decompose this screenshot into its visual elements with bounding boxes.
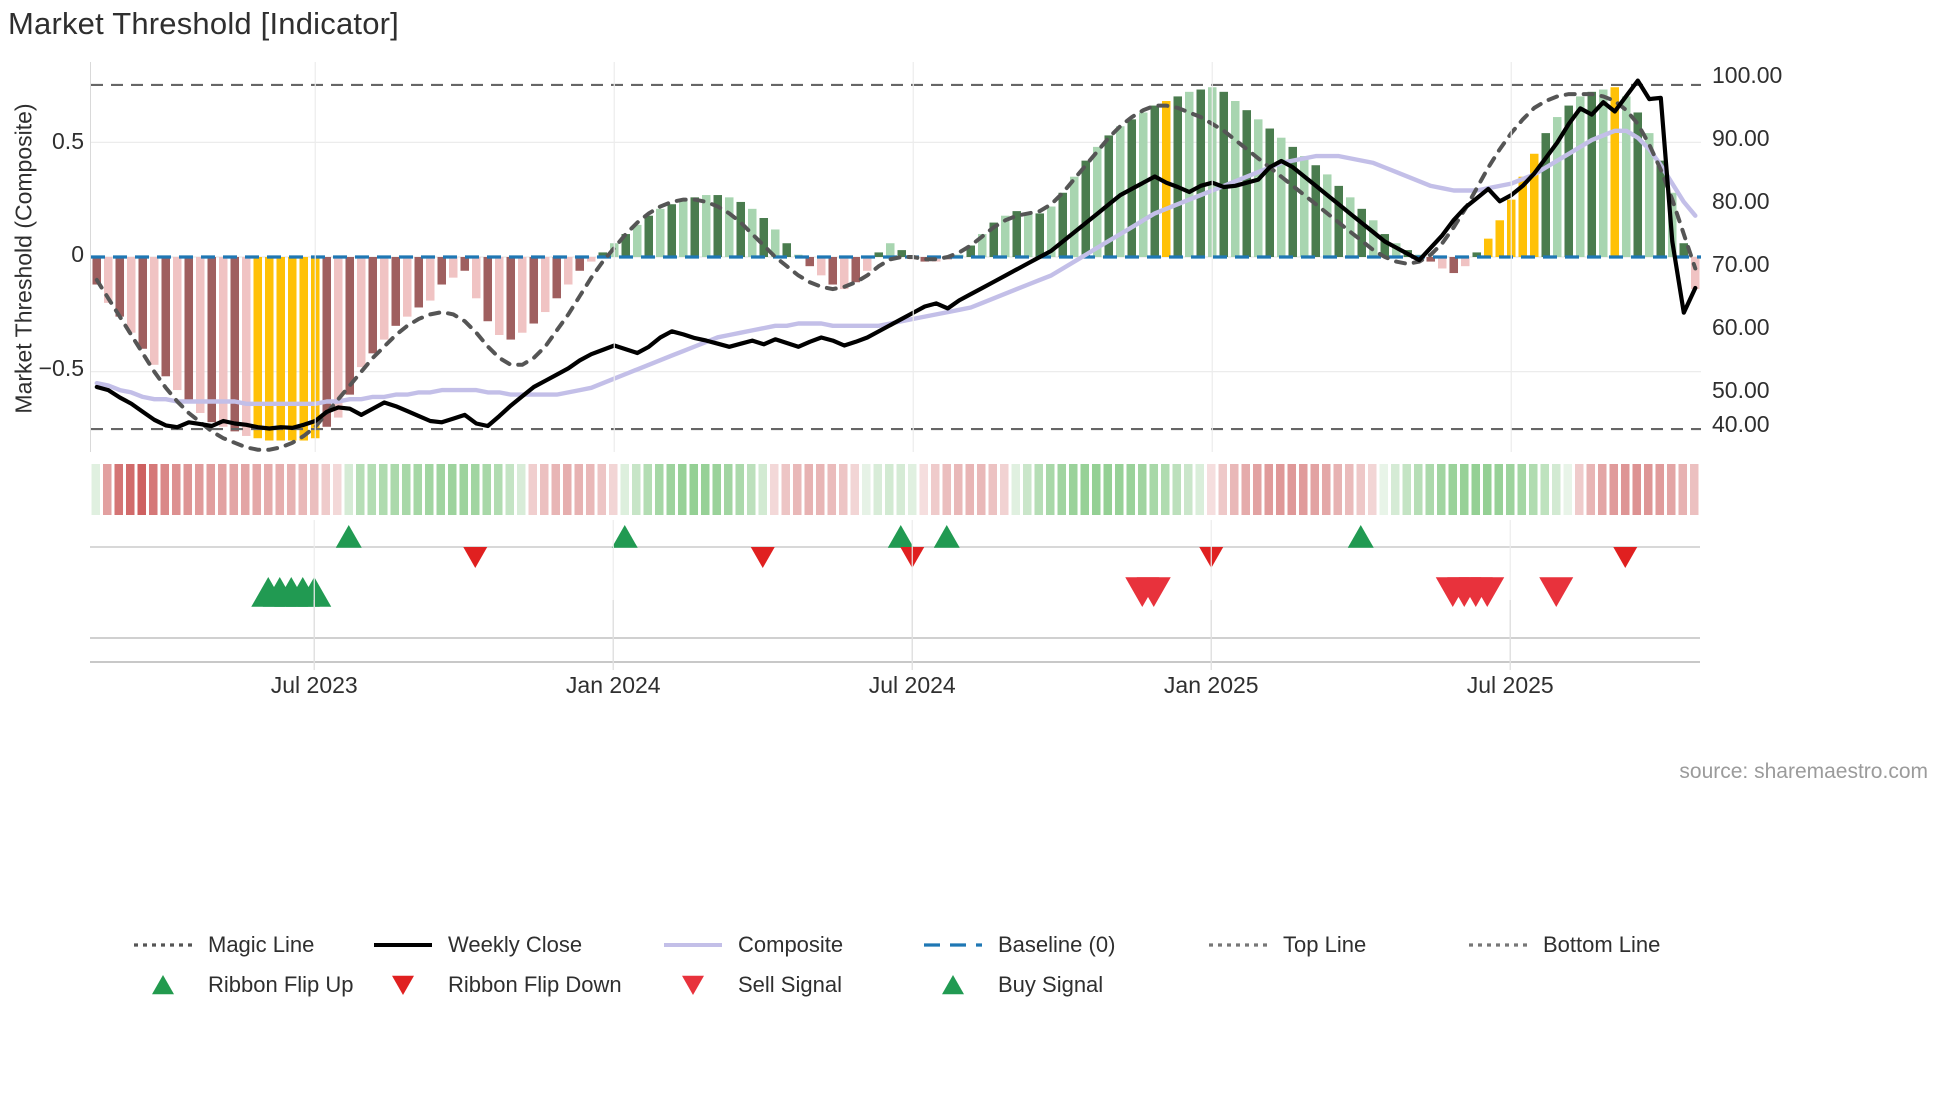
source-attribution: source: sharemaestro.com: [1679, 760, 1928, 783]
page-title: Market Threshold [Indicator]: [8, 6, 399, 41]
legend-item-ribbon-flip-up[interactable]: Ribbon Flip Up: [128, 965, 368, 1005]
y-tick-right-6: 40.00: [1712, 411, 1770, 437]
legend-triangle-up-icon: [918, 972, 988, 998]
legend-label: Composite: [738, 932, 844, 957]
legend: Magic Line Weekly Close Composite Baseline …: [128, 925, 1928, 1005]
x-tick-2: Jul 2024: [868, 672, 956, 698]
legend-label: Buy Signal: [998, 972, 1104, 997]
y-tick-right-1: 90.00: [1712, 125, 1770, 151]
y-tick-right-4: 60.00: [1712, 314, 1770, 340]
y-tick-right-3: 70.00: [1712, 251, 1770, 277]
y-tick-right-0: 100.00: [1712, 62, 1783, 88]
x-tick-4: Jul 2025: [1466, 672, 1554, 698]
legend-triangle-down-icon: [658, 972, 728, 998]
legend-triangle-down-icon: [368, 972, 438, 998]
y-tick-left-1: 0: [71, 241, 84, 267]
x-tick-3: Jan 2025: [1163, 672, 1259, 698]
legend-dashed-line-icon: [918, 932, 988, 958]
legend-item-baseline-0[interactable]: Baseline (0): [918, 925, 1203, 965]
legend-item-top-line[interactable]: Top Line: [1203, 925, 1463, 965]
y-tick-left-0: 0.5: [52, 128, 84, 154]
y-tick-right-2: 80.00: [1712, 188, 1770, 214]
main-plot: [90, 62, 1701, 452]
legend-label: Bottom Line: [1543, 932, 1661, 957]
legend-triangle-up-icon: [128, 972, 198, 998]
legend-solid-line-icon: [658, 932, 728, 958]
y-tick-right-5: 50.00: [1712, 377, 1770, 403]
y-tick-left-2: −0.5: [38, 355, 84, 381]
legend-label: Ribbon Flip Down: [448, 972, 622, 997]
legend-item-ribbon-flip-down[interactable]: Ribbon Flip Down: [368, 965, 658, 1005]
legend-row-2: Ribbon Flip Up Ribbon Flip Down Sell Signa…: [128, 965, 1928, 1005]
y-axis-left-title: Market Threshold (Composite): [10, 103, 37, 414]
legend-item-buy-signal[interactable]: Buy Signal: [918, 965, 1203, 1005]
ribbon-heat-strip: [90, 462, 1700, 517]
legend-row-1: Magic Line Weekly Close Composite Baseline …: [128, 925, 1928, 965]
legend-label: Magic Line: [208, 932, 315, 957]
legend-dotted-line-icon: [1203, 932, 1273, 958]
legend-label: Top Line: [1283, 932, 1367, 957]
legend-item-sell-signal[interactable]: Sell Signal: [658, 965, 918, 1005]
legend-label: Weekly Close: [448, 932, 583, 957]
ribbon-flip-marker-row: [90, 520, 1700, 580]
legend-dotted-line-icon: [128, 932, 198, 958]
legend-item-weekly-close[interactable]: Weekly Close: [368, 925, 658, 965]
legend-solid-line-icon: [368, 932, 438, 958]
x-tick-0: Jul 2023: [270, 672, 358, 698]
legend-label: Ribbon Flip Up: [208, 972, 354, 997]
legend-item-composite[interactable]: Composite: [658, 925, 918, 965]
legend-label: Baseline (0): [998, 932, 1116, 957]
legend-label: Sell Signal: [738, 972, 842, 997]
x-tick-1: Jan 2024: [565, 672, 661, 698]
bottom-axis: [90, 600, 1700, 670]
legend-item-bottom-line[interactable]: Bottom Line: [1463, 925, 1743, 965]
legend-item-magic-line[interactable]: Magic Line: [128, 925, 368, 965]
legend-dotted-line-icon: [1463, 932, 1533, 958]
